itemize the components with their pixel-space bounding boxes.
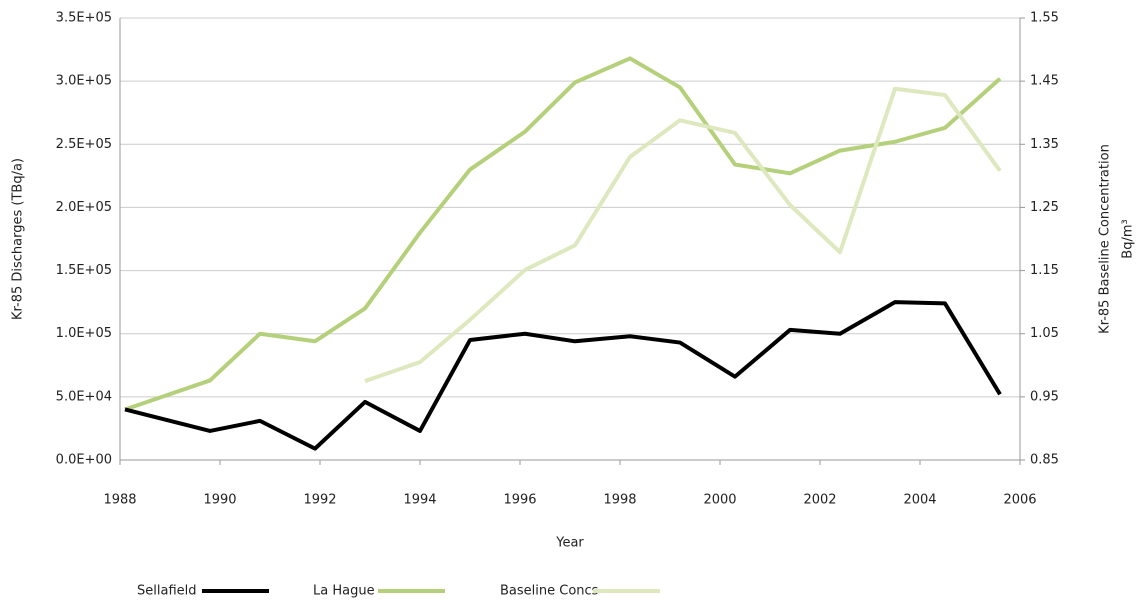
legend-label: La Hague <box>313 584 375 599</box>
y2-tick-label: 0.95 <box>1030 389 1059 404</box>
y2-tick-label: 1.45 <box>1030 74 1059 89</box>
y-tick-label: 3.0E+05 <box>56 74 112 89</box>
x-tick-label: 1994 <box>403 493 436 508</box>
x-tick-label: 1998 <box>603 493 636 508</box>
y2-tick-label: 0.85 <box>1030 453 1059 468</box>
legend-label: Baseline Concs <box>500 584 599 599</box>
y2-axis-unit: Bq/m³ <box>1121 219 1136 258</box>
x-tick-label: 1992 <box>303 493 336 508</box>
y2-tick-label: 1.05 <box>1030 326 1059 341</box>
x-tick-label: 2002 <box>803 493 836 508</box>
series-line <box>124 300 1002 451</box>
y-tick-label: 5.0E+04 <box>56 389 112 404</box>
x-tick-label: 1988 <box>103 493 136 508</box>
y-tick-label: 3.5E+05 <box>56 11 112 26</box>
y2-tick-label: 1.15 <box>1030 263 1059 278</box>
y-tick-label: 0.0E+00 <box>56 453 112 468</box>
x-tick-label: 1996 <box>503 493 536 508</box>
y2-tick-label: 1.35 <box>1030 137 1059 152</box>
y-tick-label: 2.5E+05 <box>56 137 112 152</box>
x-tick-label: 2004 <box>903 493 936 508</box>
y2-tick-label: 1.25 <box>1030 200 1059 215</box>
x-tick-label: 2006 <box>1003 493 1036 508</box>
legend-label: Sellafield <box>137 584 197 599</box>
x-axis-label: Year <box>555 536 584 551</box>
x-tick-label: 1990 <box>203 493 236 508</box>
y-tick-label: 1.5E+05 <box>56 263 112 278</box>
y2-tick-label: 1.55 <box>1030 11 1059 26</box>
y2-axis-label: Kr-85 Baseline Concentration <box>1098 144 1113 334</box>
x-tick-label: 2000 <box>703 493 736 508</box>
y-tick-label: 1.0E+05 <box>56 326 112 341</box>
series-line <box>124 56 1002 412</box>
y-tick-label: 2.0E+05 <box>56 200 112 215</box>
y-axis-label: Kr-85 Discharges (TBq/a) <box>11 158 26 320</box>
series-line <box>364 86 1002 383</box>
